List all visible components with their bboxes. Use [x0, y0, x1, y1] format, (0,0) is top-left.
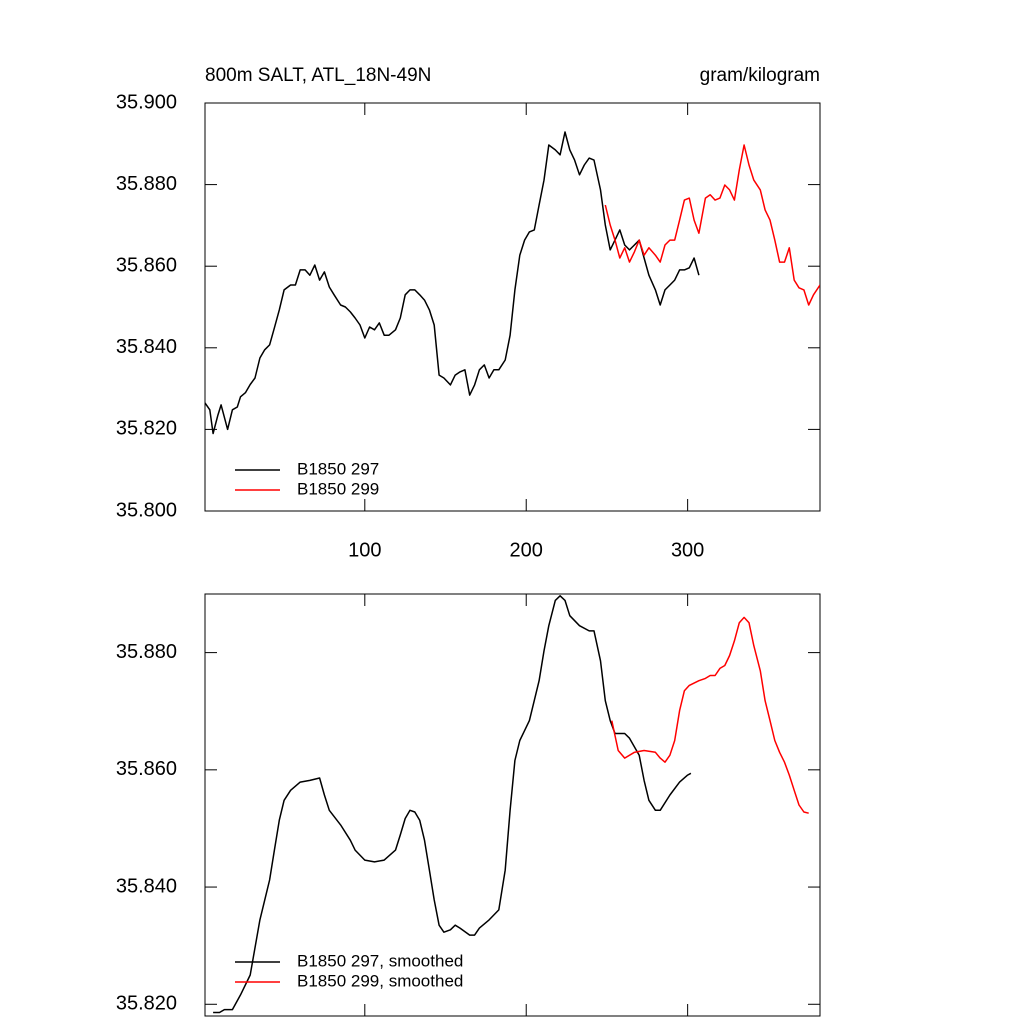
data-line	[205, 131, 700, 435]
y-tick-label: 35.820	[116, 993, 177, 1015]
y-tick-label: 35.840	[116, 875, 177, 897]
y-tick-label: 35.900	[116, 91, 177, 113]
chart-title: 800m SALT, ATL_18N-49N	[205, 65, 431, 86]
y-tick-label: 35.880	[116, 173, 177, 195]
x-tick-label: 200	[510, 539, 543, 561]
plot-frame	[204, 102, 821, 512]
y-tick-label: 35.820	[116, 418, 177, 440]
x-tick-label: 100	[348, 539, 381, 561]
x-tick-label: 300	[671, 539, 704, 561]
data-line	[611, 616, 809, 814]
units-label: gram/kilogram	[700, 65, 820, 86]
legend-label: B1850 297	[297, 459, 379, 478]
y-tick-label: 35.860	[116, 758, 177, 780]
y-tick-label: 35.860	[116, 254, 177, 276]
y-tick-label: 35.840	[116, 336, 177, 358]
plot-frame	[204, 593, 821, 1017]
legend-label: B1850 299, smoothed	[297, 971, 463, 990]
y-tick-label: 35.800	[116, 499, 177, 521]
y-tick-label: 35.880	[116, 641, 177, 663]
legend-label: B1850 297, smoothed	[297, 951, 463, 970]
legend-label: B1850 299	[297, 479, 379, 498]
data-line	[604, 144, 820, 306]
data-line	[213, 595, 692, 1014]
